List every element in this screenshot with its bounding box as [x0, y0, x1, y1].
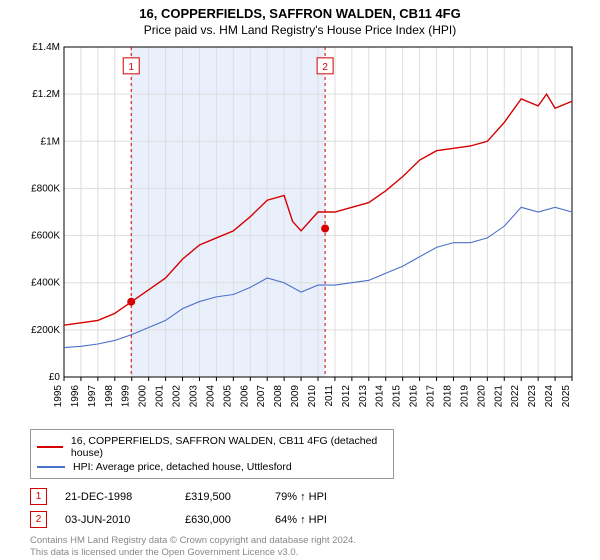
title-main: 16, COPPERFIELDS, SAFFRON WALDEN, CB11 4… — [0, 0, 600, 21]
chart-svg: £0 £200K £400K £600K £800K £1M £1.2M £1.4M 1995 1… — [20, 41, 580, 421]
svg-text:2006: 2006 — [239, 385, 250, 408]
svg-text:2010: 2010 — [307, 385, 318, 408]
svg-text:2013: 2013 — [358, 385, 369, 408]
svg-text:2019: 2019 — [459, 385, 470, 408]
svg-text:2000: 2000 — [138, 385, 149, 408]
marker-badge: 1 — [30, 488, 47, 505]
marker-rows: 1 21-DEC-1998 £319,500 79% ↑ HPI 2 03-JU… — [30, 485, 590, 531]
svg-text:2017: 2017 — [426, 385, 437, 408]
marker-pct: 64% ↑ HPI — [275, 514, 327, 526]
svg-text:2003: 2003 — [188, 385, 199, 408]
svg-text:2001: 2001 — [155, 385, 166, 408]
svg-text:2002: 2002 — [172, 385, 183, 408]
svg-text:2015: 2015 — [392, 385, 403, 408]
svg-text:1997: 1997 — [87, 385, 98, 408]
svg-text:1995: 1995 — [53, 385, 64, 408]
marker-row: 1 21-DEC-1998 £319,500 79% ↑ HPI — [30, 485, 590, 508]
svg-text:2004: 2004 — [205, 385, 216, 408]
title-sub: Price paid vs. HM Land Registry's House … — [0, 21, 600, 41]
footer-line: Contains HM Land Registry data © Crown c… — [30, 535, 590, 547]
legend-label: HPI: Average price, detached house, Uttl… — [73, 461, 292, 473]
svg-text:£0: £0 — [49, 372, 61, 383]
svg-text:2025: 2025 — [561, 385, 572, 408]
marker-price: £319,500 — [185, 491, 275, 503]
marker-date: 21-DEC-1998 — [65, 491, 185, 503]
svg-text:2021: 2021 — [493, 385, 504, 408]
svg-text:2018: 2018 — [442, 385, 453, 408]
svg-text:1996: 1996 — [70, 385, 81, 408]
svg-text:£400K: £400K — [31, 278, 60, 289]
svg-text:2009: 2009 — [290, 385, 301, 408]
marker-row: 2 03-JUN-2010 £630,000 64% ↑ HPI — [30, 508, 590, 531]
svg-text:£200K: £200K — [31, 325, 60, 336]
legend-box: 16, COPPERFIELDS, SAFFRON WALDEN, CB11 4… — [30, 429, 394, 479]
svg-text:1: 1 — [128, 62, 134, 73]
svg-text:2014: 2014 — [375, 385, 386, 408]
svg-text:1998: 1998 — [104, 385, 115, 408]
svg-text:2: 2 — [322, 62, 328, 73]
svg-text:2011: 2011 — [324, 385, 335, 407]
svg-text:2016: 2016 — [409, 385, 420, 408]
svg-text:2023: 2023 — [527, 385, 538, 408]
footer: Contains HM Land Registry data © Crown c… — [30, 535, 590, 560]
svg-text:2007: 2007 — [256, 385, 267, 408]
chart-area: £0 £200K £400K £600K £800K £1M £1.2M £1.4M 1995 1… — [20, 41, 580, 421]
legend-swatch-1 — [37, 446, 63, 448]
svg-text:2008: 2008 — [273, 385, 284, 408]
legend-swatch-2 — [37, 466, 65, 468]
svg-text:£1.4M: £1.4M — [32, 42, 60, 53]
legend-row: 16, COPPERFIELDS, SAFFRON WALDEN, CB11 4… — [37, 434, 387, 460]
footer-line: This data is licensed under the Open Gov… — [30, 547, 590, 559]
svg-text:2024: 2024 — [544, 385, 555, 408]
svg-text:2005: 2005 — [222, 385, 233, 408]
svg-text:2020: 2020 — [476, 385, 487, 408]
svg-text:£600K: £600K — [31, 231, 60, 242]
marker-pct: 79% ↑ HPI — [275, 491, 327, 503]
legend-label: 16, COPPERFIELDS, SAFFRON WALDEN, CB11 4… — [71, 435, 387, 459]
svg-text:£1M: £1M — [41, 136, 60, 147]
marker-badge: 2 — [30, 511, 47, 528]
legend-row: HPI: Average price, detached house, Uttl… — [37, 460, 387, 474]
marker-price: £630,000 — [185, 514, 275, 526]
chart-container: 16, COPPERFIELDS, SAFFRON WALDEN, CB11 4… — [0, 0, 600, 560]
marker-date: 03-JUN-2010 — [65, 514, 185, 526]
svg-text:2022: 2022 — [510, 385, 521, 408]
svg-text:£800K: £800K — [31, 183, 60, 194]
svg-text:2012: 2012 — [341, 385, 352, 408]
svg-text:1999: 1999 — [121, 385, 132, 408]
svg-text:£1.2M: £1.2M — [32, 89, 60, 100]
